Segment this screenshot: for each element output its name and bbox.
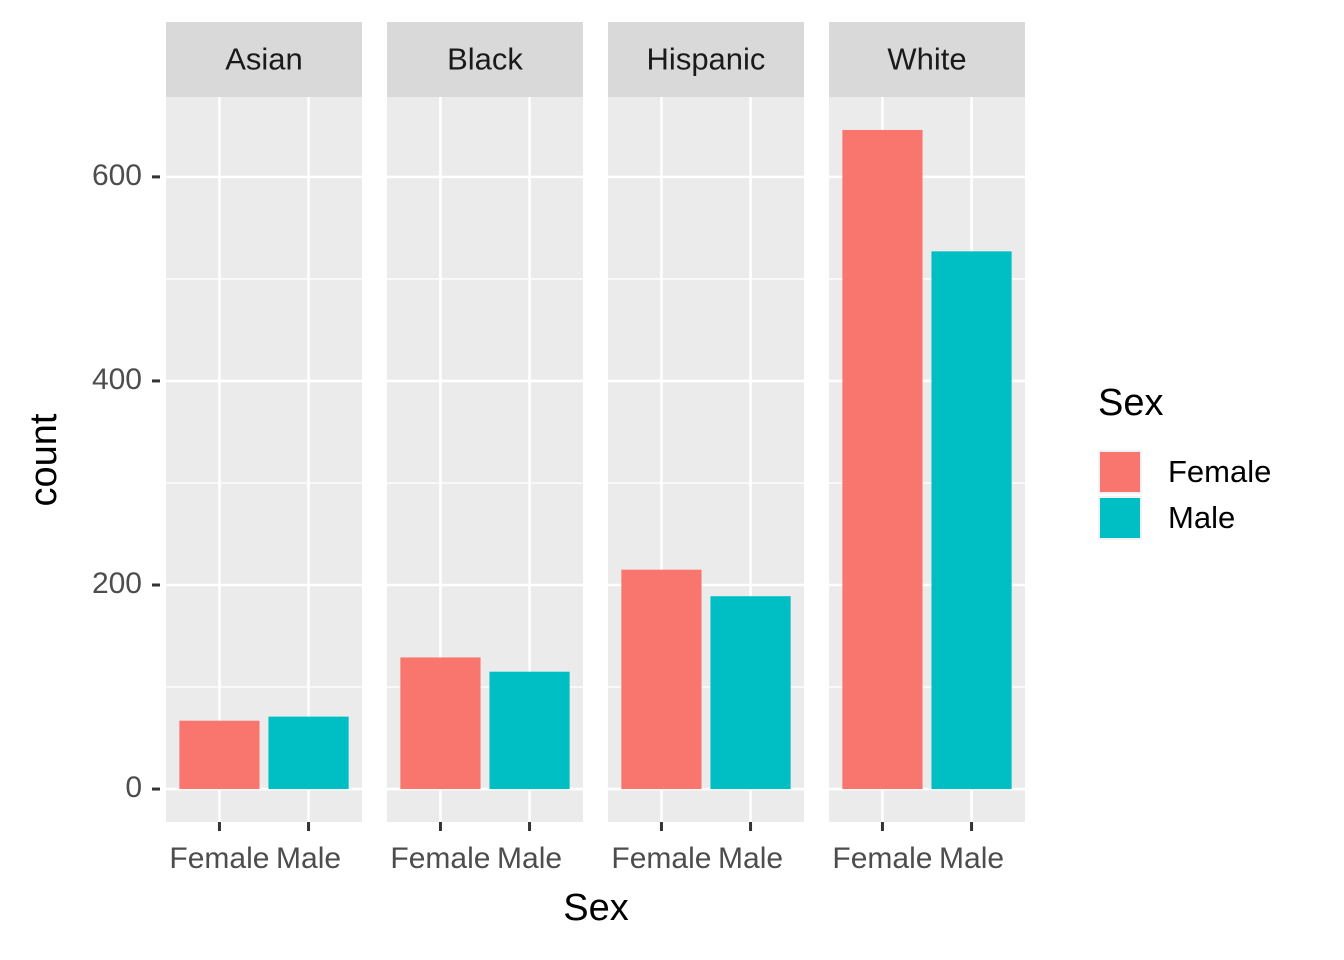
y-tick-label: 200 xyxy=(92,567,142,600)
x-tick-label: Male xyxy=(276,842,341,875)
x-tick-label: Male xyxy=(939,842,1004,875)
strip xyxy=(166,22,362,97)
strip xyxy=(387,22,583,97)
bar xyxy=(489,671,570,790)
legend-key xyxy=(1100,452,1140,492)
strip xyxy=(608,22,804,97)
legend-title: Sex xyxy=(1098,382,1163,424)
x-tick-label: Female xyxy=(832,842,932,875)
legend-label: Female xyxy=(1168,454,1271,489)
bar xyxy=(931,251,1012,790)
strip-label: White xyxy=(887,42,966,77)
legend-key xyxy=(1100,498,1140,538)
strip-label: Hispanic xyxy=(647,42,766,77)
bar xyxy=(268,716,349,790)
strip-label: Asian xyxy=(225,42,303,77)
x-tick-label: Female xyxy=(611,842,711,875)
y-tick-label: 600 xyxy=(92,159,142,192)
strip xyxy=(829,22,1025,97)
panel-background xyxy=(166,97,362,822)
bar xyxy=(710,596,791,790)
bar xyxy=(842,129,923,790)
x-axis-title: Sex xyxy=(563,887,628,929)
y-tick-label: 400 xyxy=(92,363,142,396)
x-tick-label: Male xyxy=(497,842,562,875)
bar xyxy=(179,720,260,790)
y-tick-label: 0 xyxy=(125,771,142,804)
x-tick-label: Female xyxy=(390,842,490,875)
y-axis-title: count xyxy=(23,413,65,506)
bar xyxy=(621,569,702,790)
x-tick-label: Female xyxy=(169,842,269,875)
bar xyxy=(400,657,481,790)
x-tick-label: Male xyxy=(718,842,783,875)
strip-label: Black xyxy=(447,42,523,77)
legend-label: Male xyxy=(1168,500,1235,535)
